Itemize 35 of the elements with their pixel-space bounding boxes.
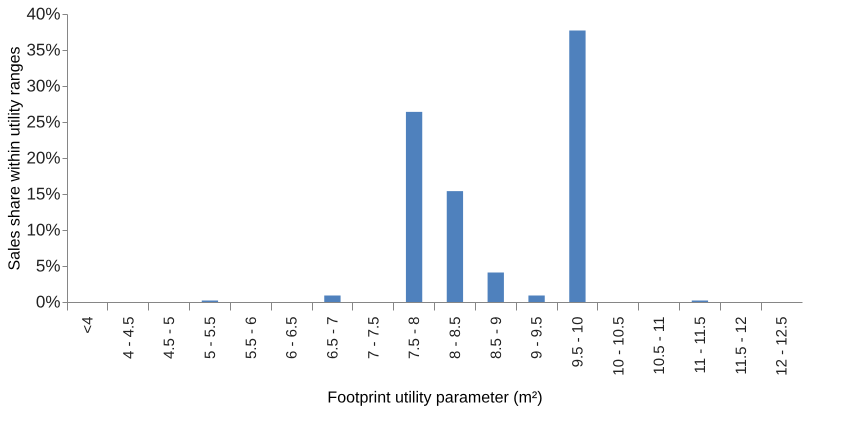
x-tick-label: <4: [79, 316, 96, 334]
x-tick-label: 11 - 11.5: [692, 316, 709, 374]
bar: [528, 296, 545, 302]
x-tick-label: 8 - 8.5: [446, 316, 464, 360]
bar: [446, 191, 464, 302]
y-tick-label: 20%: [26, 148, 60, 168]
bar: [324, 296, 341, 302]
y-tick-label: 15%: [26, 184, 60, 204]
bar: [488, 272, 504, 302]
x-tick-label: 11.5 - 12: [732, 316, 750, 375]
x-axis-title: Footprint utility parameter (m²): [327, 390, 543, 407]
x-tick-label: 9.5 - 10: [569, 316, 586, 368]
x-tick-label: 4 - 4.5: [120, 316, 138, 360]
bar: [406, 112, 422, 302]
x-tick-label: 5 - 5.5: [202, 316, 219, 360]
x-tick-label: 6 - 6.5: [284, 316, 301, 360]
y-tick-label: 40%: [26, 4, 60, 24]
x-tick-label: 8.5 - 9: [488, 316, 505, 360]
x-tick-label: 7 - 7.5: [365, 316, 382, 360]
y-tick-label: 30%: [26, 76, 60, 96]
y-tick-label: 5%: [36, 256, 60, 276]
x-tick-label: 5.5 - 6: [242, 316, 260, 360]
y-tick-label: 10%: [26, 220, 60, 240]
x-tick-label: 10.5 - 11: [651, 316, 668, 375]
y-tick-label: 25%: [26, 112, 60, 132]
x-tick-label: 7.5 - 8: [406, 316, 424, 360]
y-tick-label: 0%: [36, 292, 60, 312]
y-axis-title: Sales share within utility ranges: [6, 46, 24, 271]
x-tick-label: 9 - 9.5: [528, 316, 546, 360]
x-tick-label: 4.5 - 5: [161, 316, 178, 360]
x-tick-label: 12 - 12.5: [774, 316, 791, 376]
y-tick-label: 35%: [26, 40, 60, 60]
x-tick-label: 6.5 - 7: [324, 316, 342, 360]
x-tick-label: 10 - 10.5: [610, 316, 628, 376]
bar: [569, 30, 586, 302]
